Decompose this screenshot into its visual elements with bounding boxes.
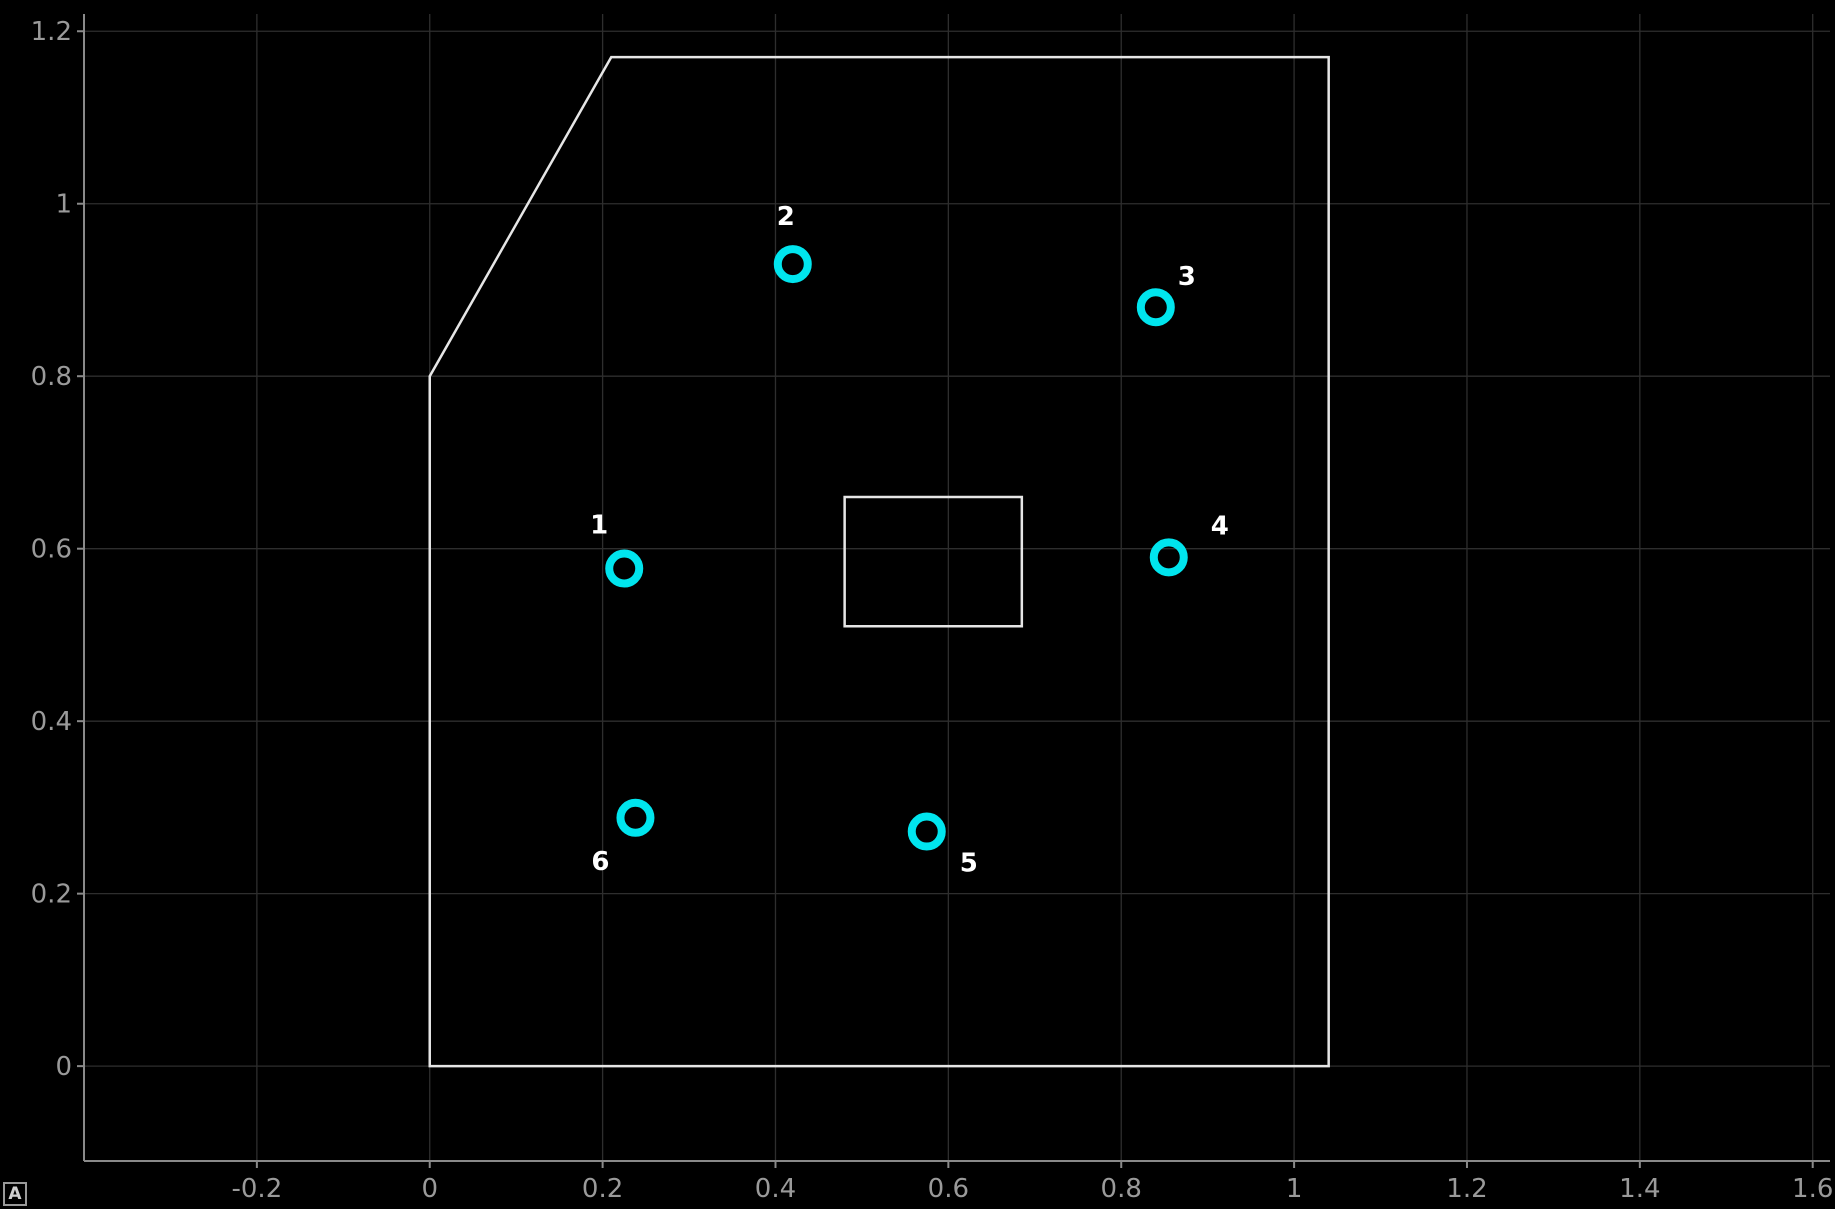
data-point-4 bbox=[1149, 538, 1188, 577]
y-tick-label: 0.8 bbox=[31, 362, 72, 392]
data-point-label: 1 bbox=[590, 511, 608, 541]
x-tick-label: 0.6 bbox=[928, 1174, 969, 1204]
x-tick-label: 1.4 bbox=[1619, 1174, 1660, 1204]
data-point-label: 5 bbox=[960, 849, 978, 879]
x-tick-label: 0.2 bbox=[582, 1174, 623, 1204]
x-tick-label: 0.4 bbox=[755, 1174, 796, 1204]
auto-scale-icon[interactable]: A bbox=[3, 1182, 27, 1206]
data-point-2 bbox=[773, 245, 812, 284]
y-tick-label: 1 bbox=[55, 190, 72, 220]
y-tick-label: 0 bbox=[55, 1052, 72, 1082]
y-axis-ticks: 0 0.2 0.4 0.6 0.8 1 1.2 bbox=[31, 17, 84, 1082]
x-tick-label: 1.6 bbox=[1792, 1174, 1833, 1204]
x-tick-label: 0.8 bbox=[1101, 1174, 1142, 1204]
y-tick-label: 1.2 bbox=[31, 17, 72, 47]
x-tick-label: 1 bbox=[1286, 1174, 1303, 1204]
x-tick-label: 0 bbox=[421, 1174, 438, 1204]
y-tick-label: 0.6 bbox=[31, 535, 72, 565]
data-point-label: 6 bbox=[591, 847, 609, 877]
x-tick-label: 1.2 bbox=[1446, 1174, 1487, 1204]
x-tick-label: -0.2 bbox=[232, 1174, 283, 1204]
y-tick-label: 0.2 bbox=[31, 880, 72, 910]
data-points: 1 2 3 4 5 6 bbox=[590, 202, 1229, 878]
shapes bbox=[428, 55, 1330, 1068]
data-point-label: 4 bbox=[1211, 511, 1229, 541]
data-point-5 bbox=[907, 812, 946, 851]
x-axis-ticks: -0.2 0 0.2 0.4 0.6 0.8 1 1.2 1.4 1.6 bbox=[232, 1161, 1833, 1204]
grid-lines bbox=[84, 14, 1830, 1161]
data-point-6 bbox=[616, 798, 655, 837]
inner-rectangle bbox=[843, 495, 1024, 628]
axes bbox=[83, 14, 1830, 1162]
data-point-label: 2 bbox=[777, 202, 795, 232]
y-tick-label: 0.4 bbox=[31, 707, 72, 737]
data-point-1 bbox=[605, 549, 644, 588]
data-point-label: 3 bbox=[1178, 262, 1196, 292]
data-point-3 bbox=[1136, 288, 1175, 327]
outline-polygon bbox=[428, 55, 1330, 1068]
